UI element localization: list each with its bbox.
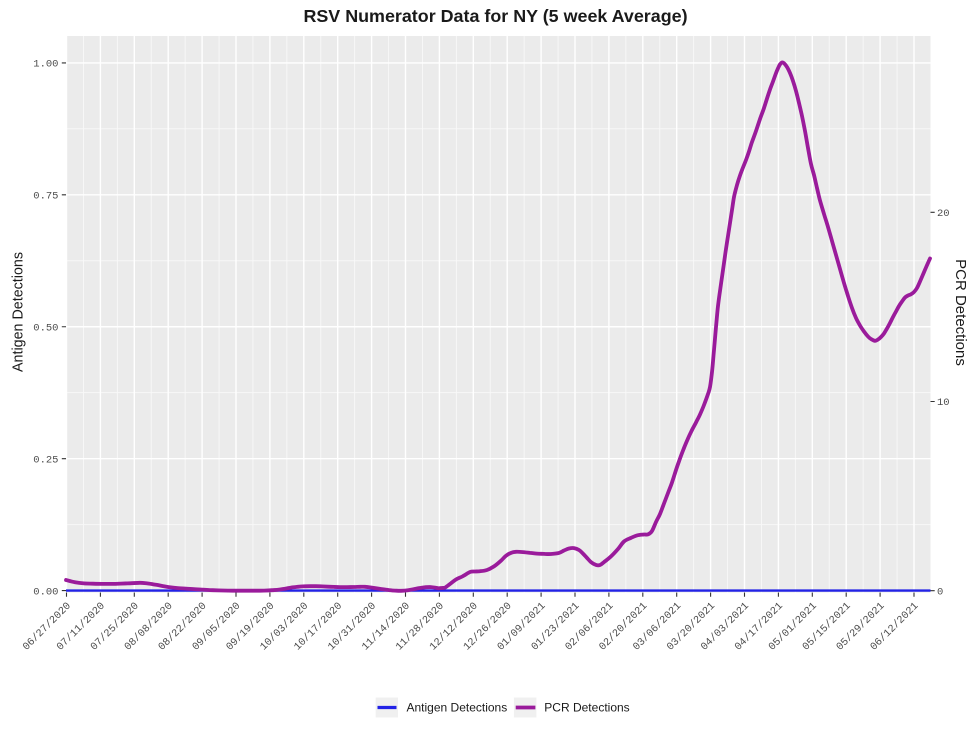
svg-text:0.75: 0.75 — [33, 191, 58, 203]
svg-text:0.25: 0.25 — [33, 454, 58, 466]
svg-text:RSV Numerator Data for NY (5 w: RSV Numerator Data for NY (5 week Averag… — [303, 6, 687, 26]
svg-text:PCR Detections: PCR Detections — [544, 701, 629, 715]
svg-text:0: 0 — [937, 586, 943, 598]
svg-text:10: 10 — [937, 397, 950, 409]
svg-text:20: 20 — [937, 208, 950, 220]
svg-text:0.00: 0.00 — [33, 586, 58, 598]
svg-text:0.50: 0.50 — [33, 322, 58, 334]
svg-text:1.00: 1.00 — [33, 59, 58, 71]
svg-text:Antigen Detections: Antigen Detections — [11, 252, 27, 372]
svg-text:Antigen Detections: Antigen Detections — [407, 701, 508, 715]
svg-text:PCR Detections: PCR Detections — [952, 259, 969, 366]
